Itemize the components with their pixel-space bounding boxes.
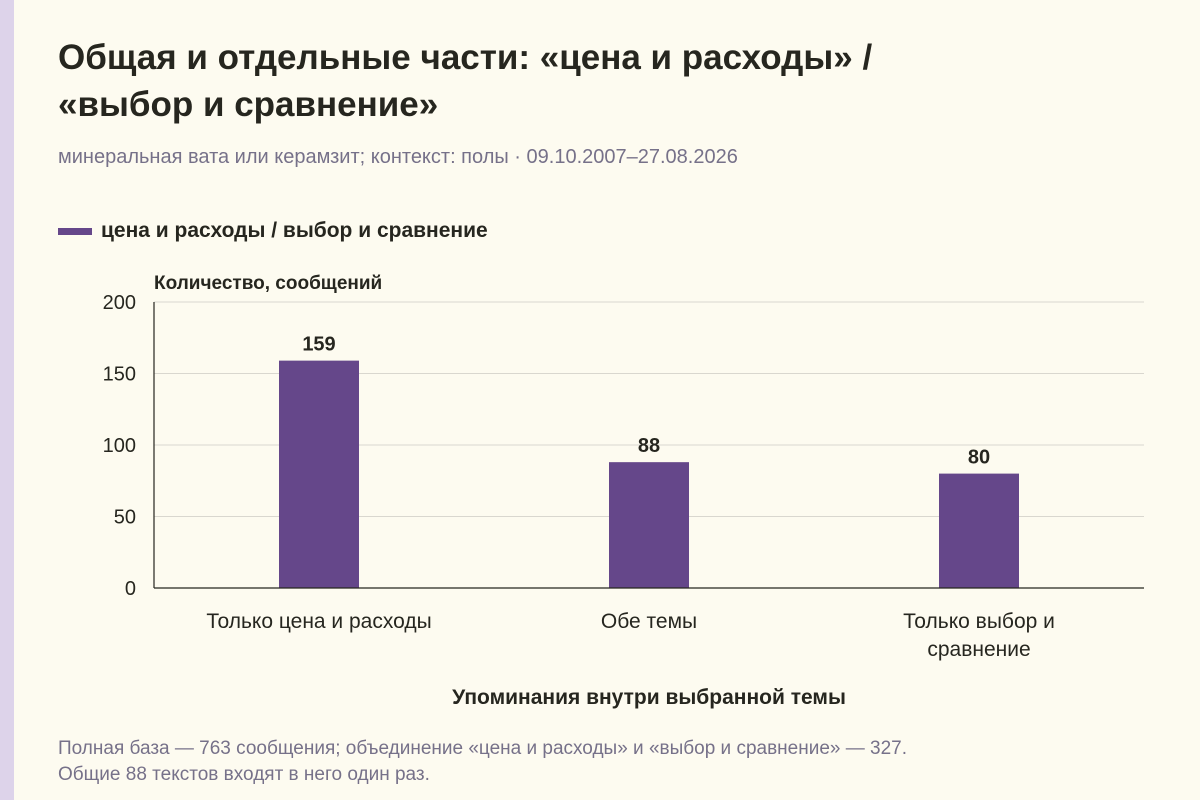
axes <box>153 302 1144 589</box>
legend-swatch <box>58 227 92 235</box>
chart-title: Общая и отдельные части: «цена и расходы… <box>58 34 1158 128</box>
data-label: 80 <box>968 447 990 469</box>
bars <box>279 360 1019 588</box>
data-label: 88 <box>638 435 660 457</box>
footnote-line-2: Общие 88 текстов входят в него один раз. <box>58 764 430 785</box>
y-tick-label: 50 <box>114 507 136 529</box>
chart-title-line-1: Общая и отдельные части: «цена и расходы… <box>58 38 873 77</box>
chart-subtitle: минеральная вата или керамзит; контекст:… <box>58 146 738 168</box>
accent-strip <box>0 0 14 800</box>
y-axis-title: Количество, сообщений <box>154 273 383 294</box>
y-tick-label: 0 <box>125 578 136 600</box>
footnote: Полная база — 763 сообщения; объединение… <box>58 736 1158 788</box>
bar <box>939 473 1019 588</box>
y-tick-label: 200 <box>103 292 136 314</box>
legend: цена и расходы / выбор и сравнение <box>58 219 488 243</box>
y-tick-label: 100 <box>103 435 136 457</box>
x-tick-label: Обе темы <box>601 610 697 633</box>
footnote-line-1: Полная база — 763 сообщения; объединение… <box>58 738 908 759</box>
x-tick-label: Только выбор и сравнение <box>903 610 1055 661</box>
chart-title-line-2: «выбор и сравнение» <box>58 85 439 124</box>
bar <box>279 360 359 588</box>
bar <box>609 462 689 588</box>
y-tick-label: 150 <box>103 364 136 386</box>
x-axis-title: Упоминания внутри выбранной темы <box>452 686 846 709</box>
x-tick-label: Только цена и расходы <box>206 610 431 633</box>
data-label: 159 <box>302 334 335 356</box>
labels: 0 50 100 150 200 159 Только цена и расходы 88 Об… <box>103 292 1055 661</box>
legend-label: цена и расходы / выбор и сравнение <box>101 219 488 242</box>
